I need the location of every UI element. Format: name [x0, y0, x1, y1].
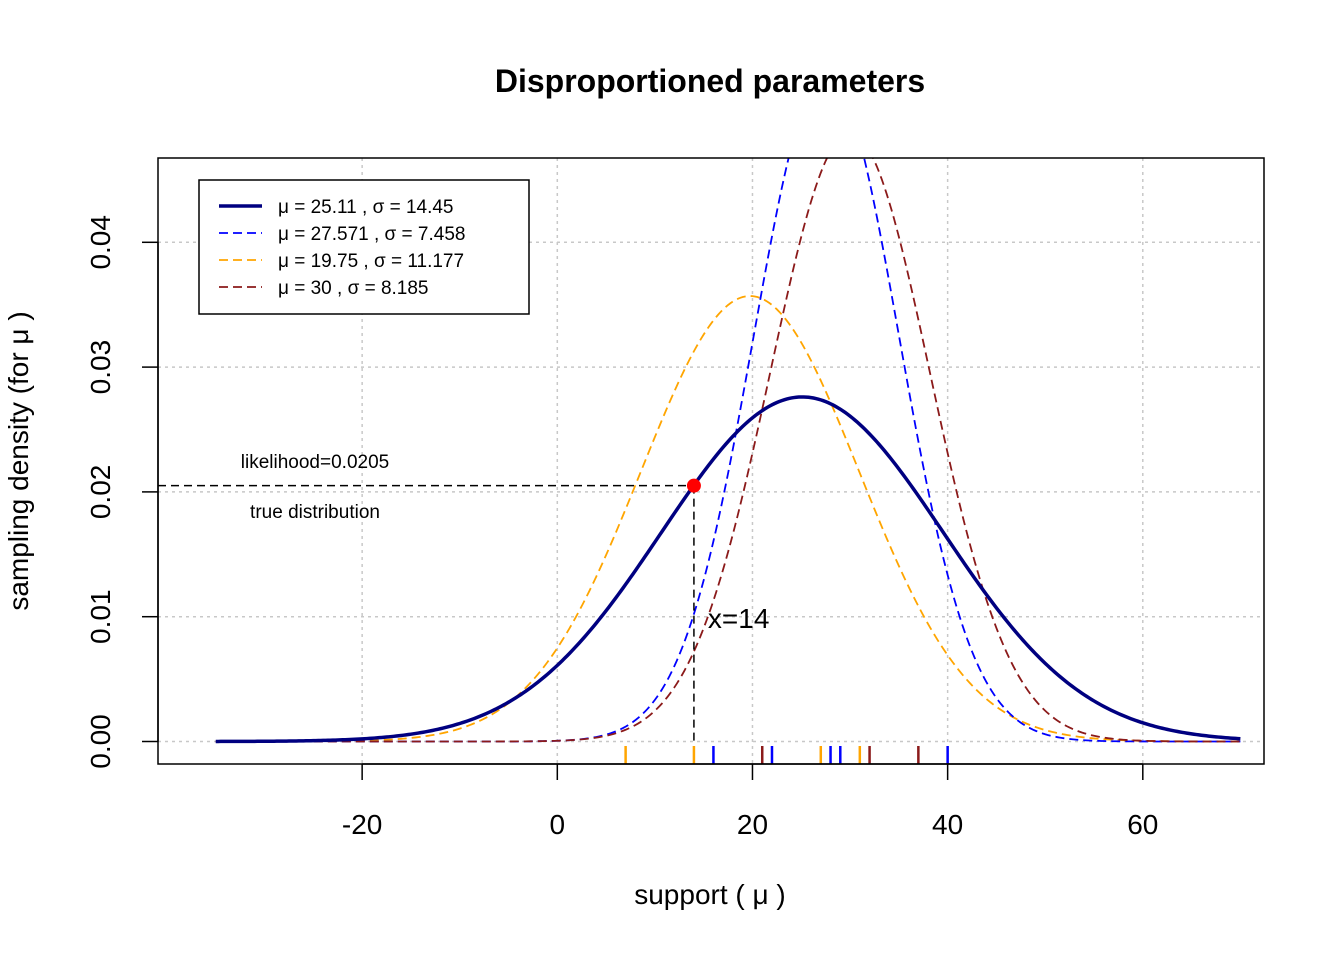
y-axis: 0.00 0.01 0.02 0.03 0.04 [85, 215, 159, 769]
y-axis-label: sampling density (for μ ) [3, 311, 34, 610]
rug [624, 746, 949, 764]
x-tick-label: -20 [342, 809, 382, 840]
series-line-1 [215, 395, 1241, 744]
likelihood-label: likelihood=0.0205 [241, 452, 389, 473]
legend-label: μ = 25.11 , σ = 14.45 [278, 197, 454, 218]
legend: μ = 25.11 , σ = 14.45 μ = 27.571 , σ = 7.… [198, 179, 530, 315]
curves [215, 158, 1241, 744]
x-tick-label: 60 [1127, 809, 1158, 840]
x-mark-label: x=14 [708, 603, 770, 634]
chart-title: Disproportioned parameters [495, 63, 925, 99]
y-tick-label: 0.02 [85, 465, 116, 520]
legend-label: μ = 30 , σ = 8.185 [278, 278, 429, 299]
y-tick-label: 0.03 [85, 340, 116, 395]
series-line-3 [215, 295, 1241, 743]
series-line-2 [215, 158, 1241, 743]
x-axis-label: support ( μ ) [634, 879, 786, 910]
x-tick-label: 0 [550, 809, 566, 840]
y-tick-label: 0.04 [85, 215, 116, 269]
true-distribution-label: true distribution [250, 502, 380, 523]
x-tick-label: 40 [932, 809, 963, 840]
annotations: likelihood=0.0205 true distribution x=14 [158, 452, 769, 742]
series-line-4 [215, 158, 1241, 743]
y-tick-label: 0.00 [85, 714, 116, 769]
marked-point [686, 478, 701, 493]
x-tick-label: 20 [737, 809, 768, 840]
legend-label: μ = 27.571 , σ = 7.458 [278, 224, 465, 245]
y-tick-label: 0.01 [85, 589, 116, 644]
x-axis: -20 0 20 40 60 [342, 763, 1158, 840]
legend-label: μ = 19.75 , σ = 11.177 [278, 251, 464, 272]
legend-box [198, 179, 530, 315]
